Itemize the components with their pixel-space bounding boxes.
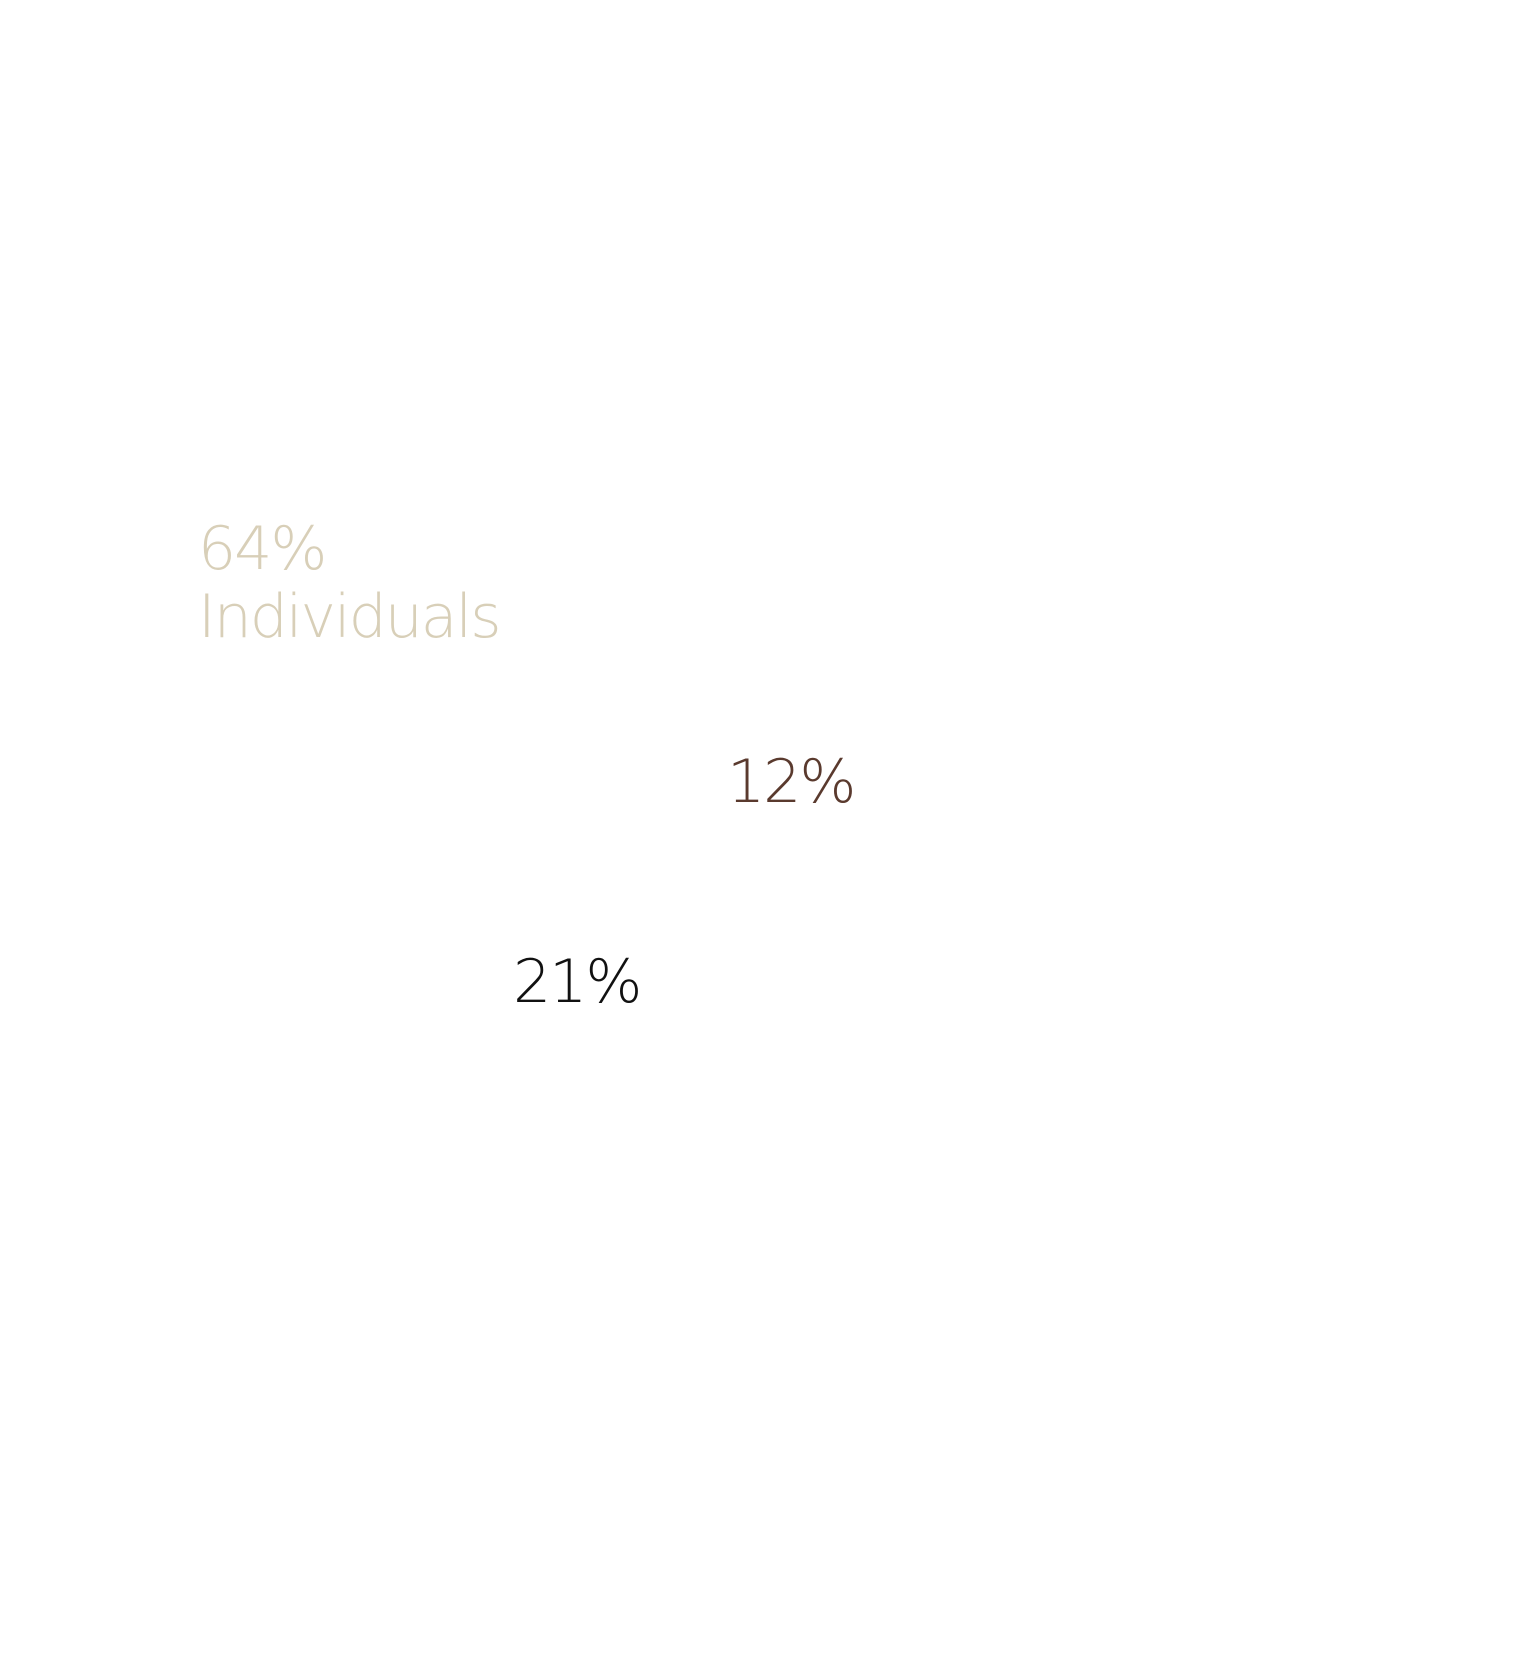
slice-value-21: 21% <box>513 947 642 1017</box>
slice-value-individuals: 64% <box>198 514 327 584</box>
slice-label-12: 12% <box>727 747 856 817</box>
slice-name-individuals: Individuals <box>198 582 501 652</box>
slice-label-individuals: 64% Individuals <box>198 514 501 652</box>
slice-value-12: 12% <box>727 747 856 817</box>
slice-label-21: 21% <box>513 947 642 1017</box>
